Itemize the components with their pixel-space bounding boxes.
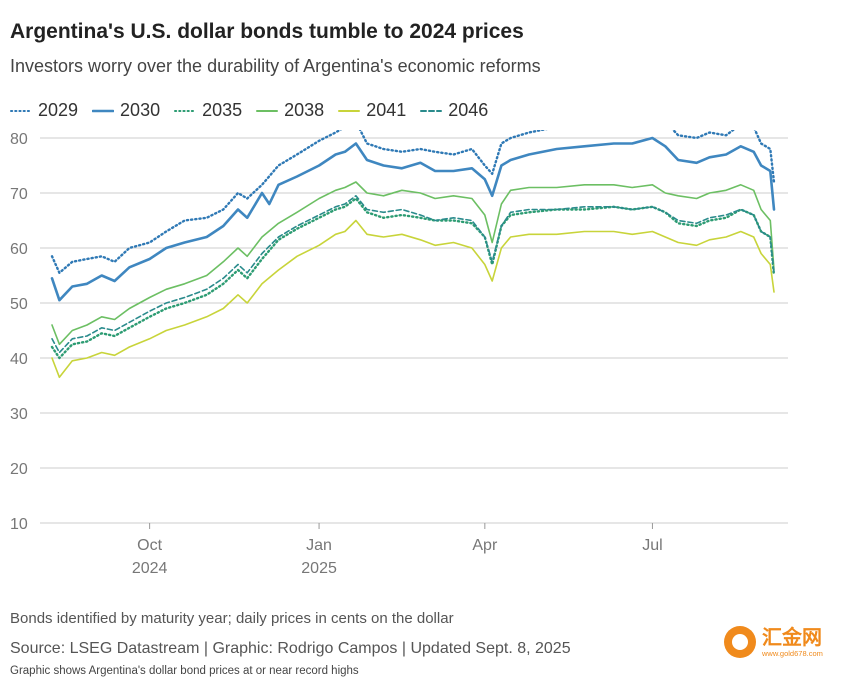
legend: 2029 2030 2035 2038 2041 2046 <box>10 100 488 121</box>
legend-item-2030: 2030 <box>92 100 160 121</box>
legend-item-2038: 2038 <box>256 100 324 121</box>
legend-label-2030: 2030 <box>120 100 161 120</box>
legend-swatch-2030 <box>92 109 115 112</box>
y-tick-label-10: 10 <box>10 516 28 533</box>
y-tick-label-70: 70 <box>10 186 28 203</box>
y-tick-label-30: 30 <box>10 406 28 423</box>
series-line-2046 <box>51 195 775 354</box>
legend-label-2029: 2029 <box>38 100 79 120</box>
series-line-2030 <box>50 136 776 302</box>
x-tick-label-3: Jul <box>642 537 662 554</box>
legend-swatch-2035 <box>174 109 197 112</box>
legend-item-2035: 2035 <box>174 100 242 121</box>
chart-title: Argentina's U.S. dollar bonds tumble to … <box>10 20 524 43</box>
source-line: Source: LSEG Datastream | Graphic: Rodri… <box>10 640 571 657</box>
watermark-name: 汇金网 <box>762 626 822 649</box>
x-tick-label-0: Oct <box>137 537 162 554</box>
y-tick-label-60: 60 <box>10 241 28 258</box>
chart-note: Bonds identified by maturity year; daily… <box>10 610 454 627</box>
chart-subtitle: Investors worry over the durability of A… <box>10 56 541 76</box>
series-line-2029 <box>50 130 776 274</box>
legend-item-2029: 2029 <box>10 100 78 121</box>
x-tick-label-1: Jan <box>306 537 332 554</box>
legend-swatch-2046 <box>420 109 443 112</box>
legend-item-2046: 2046 <box>420 100 488 121</box>
legend-swatch-2038 <box>256 109 279 112</box>
y-tick-label-40: 40 <box>10 351 28 368</box>
line-chart: 10 20 30 40 50 60 70 80 Oct 2024 Jan 2025 Apr Jul <box>10 130 788 577</box>
chart-caption: Graphic shows Argentina's dollar bond pr… <box>10 665 359 677</box>
x-tick-label-2: Apr <box>472 537 498 554</box>
legend-swatch-2029 <box>10 109 32 112</box>
legend-swatch-2041 <box>338 109 361 112</box>
x-tick-sublabel-0: 2024 <box>132 560 168 577</box>
legend-label-2038: 2038 <box>284 100 325 120</box>
series-line-2041 <box>51 219 775 379</box>
x-tick-sublabel-1: 2025 <box>301 560 337 577</box>
y-tick-label-20: 20 <box>10 461 28 478</box>
watermark: 汇金网 www.gold678.com <box>724 626 823 658</box>
watermark-url: www.gold678.com <box>762 648 823 658</box>
watermark-logo-icon <box>724 626 756 658</box>
y-tick-label-80: 80 <box>10 131 28 148</box>
y-tick-label-50: 50 <box>10 296 28 313</box>
legend-label-2046: 2046 <box>448 100 489 120</box>
legend-label-2041: 2041 <box>366 100 407 120</box>
legend-item-2041: 2041 <box>338 100 406 121</box>
series-line-2035 <box>50 197 776 360</box>
series-line-2038 <box>51 181 775 346</box>
legend-label-2035: 2035 <box>202 100 243 120</box>
